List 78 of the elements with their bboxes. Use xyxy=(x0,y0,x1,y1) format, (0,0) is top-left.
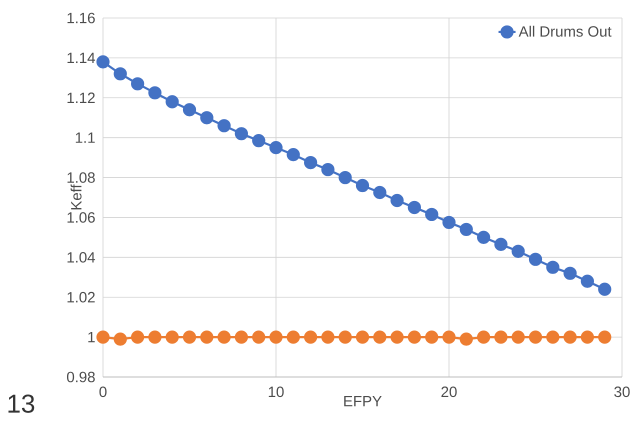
point xyxy=(425,208,438,222)
point xyxy=(460,332,473,346)
point xyxy=(564,266,577,280)
point xyxy=(442,216,456,230)
point xyxy=(580,330,594,344)
x-tick-label: 10 xyxy=(268,386,284,398)
point xyxy=(304,156,318,170)
point xyxy=(218,330,231,344)
point xyxy=(286,330,300,344)
point xyxy=(512,244,525,258)
point xyxy=(218,119,231,132)
point xyxy=(114,332,127,346)
point xyxy=(528,252,542,266)
y-tick-label: 1 xyxy=(88,332,95,342)
point xyxy=(96,330,110,344)
point xyxy=(234,330,248,344)
point xyxy=(321,330,334,344)
point xyxy=(546,330,560,344)
point xyxy=(148,330,162,344)
point xyxy=(182,103,196,116)
point xyxy=(356,178,370,192)
point xyxy=(390,194,404,208)
point xyxy=(286,148,300,162)
point xyxy=(166,330,179,344)
point xyxy=(269,141,283,154)
point xyxy=(166,95,179,108)
point xyxy=(460,222,473,236)
point xyxy=(131,77,144,90)
point xyxy=(408,200,421,214)
point xyxy=(131,330,144,344)
y-axis-title: Keff xyxy=(70,184,82,210)
point xyxy=(528,330,542,344)
point xyxy=(373,186,386,200)
x-tick-label: 0 xyxy=(99,386,107,398)
point xyxy=(598,282,612,296)
point xyxy=(252,330,266,344)
y-tick-label: 1.14 xyxy=(68,52,96,64)
y-tick-label: 1.1 xyxy=(76,132,95,143)
x-tick-label: 30 xyxy=(614,386,630,398)
point xyxy=(373,330,386,344)
point xyxy=(338,170,352,184)
point xyxy=(494,330,508,344)
point xyxy=(234,127,248,140)
legend-label: All Drums Out xyxy=(518,26,612,37)
y-tick-label: 1.08 xyxy=(68,172,95,183)
point xyxy=(96,55,110,68)
point xyxy=(338,330,352,344)
point xyxy=(442,330,456,344)
y-tick-label: 1.06 xyxy=(68,212,95,223)
y-tick-label: 0.98 xyxy=(66,372,95,382)
y-tick-label: 1.16 xyxy=(68,12,95,24)
point xyxy=(356,330,370,344)
point xyxy=(580,274,594,288)
y-tick-label: 1.12 xyxy=(68,92,95,103)
x-axis-title: EFPY xyxy=(344,396,382,406)
point xyxy=(390,330,404,344)
point xyxy=(494,238,508,251)
point xyxy=(200,111,214,124)
point xyxy=(182,330,196,344)
y-tick-label: 1.04 xyxy=(68,252,96,263)
x-tick-label: 20 xyxy=(441,386,457,398)
point xyxy=(546,260,560,274)
point xyxy=(304,330,318,344)
text: 13 xyxy=(8,394,34,413)
point xyxy=(512,330,525,344)
point xyxy=(477,330,490,344)
point xyxy=(564,330,577,344)
y-tick-label: 1.02 xyxy=(68,292,95,303)
point xyxy=(477,230,490,244)
point xyxy=(269,330,283,344)
point xyxy=(598,330,612,344)
point xyxy=(321,162,334,176)
point xyxy=(425,330,438,344)
point xyxy=(148,86,162,100)
point xyxy=(114,67,127,80)
point xyxy=(252,134,266,148)
point xyxy=(200,330,214,344)
point xyxy=(408,330,421,344)
